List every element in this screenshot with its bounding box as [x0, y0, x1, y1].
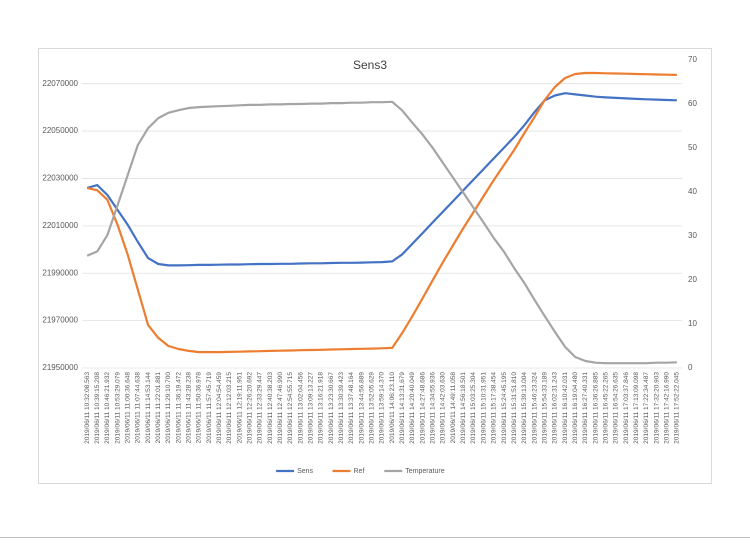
x-tick-label: 2019/06/11 11:50:36.978	[196, 372, 203, 444]
x-tick-label: 2019/06/11 12:47:46.990	[277, 372, 284, 444]
x-tick-label: 2019/06/11 13:02:04.456	[297, 372, 304, 444]
x-tick-label: 2019/06/11 11:07:44.638	[135, 372, 142, 444]
x-tick-label: 2019/06/11 12:26:20.692	[247, 372, 254, 444]
x-tick-label: 2019/06/11 14:34:55.936	[430, 372, 437, 444]
x-tick-label: 2019/06/11 15:24:45.195	[501, 372, 508, 444]
legend-label: Temperature	[405, 468, 444, 475]
y-tick-label: 22010000	[42, 221, 78, 230]
x-tick-label: 2019/06/11 14:49:11.058	[450, 372, 457, 444]
x-tick-label: 2019/06/11 11:57:45.719	[206, 372, 213, 444]
x-tick-label: 2019/06/11 17:32:20.903	[653, 372, 660, 444]
series-line	[86, 92, 677, 267]
x-tick-label: 2019/06/11 16:02:31.243	[552, 372, 559, 444]
x-tick-label: 2019/06/11 11:36:19.472	[175, 372, 182, 444]
x-tick-label: 2019/06/11 15:03:25.304	[470, 372, 477, 444]
series-line	[86, 71, 677, 354]
y-tick-label: 21950000	[42, 363, 78, 372]
x-tick-label: 2019/06/11 15:46:23.324	[531, 372, 538, 444]
x-tick-label: 2019/06/11 10:53:29.079	[114, 372, 121, 444]
x-tick-label: 2019/06/11 16:19:04.480	[572, 372, 579, 444]
x-tick-label: 2019/06/11 11:22:01.881	[155, 372, 162, 444]
x-tick-label: 2019/06/11 14:27:48.686	[419, 372, 426, 444]
x-tick-label: 2019/06/11 16:27:40.331	[582, 372, 589, 444]
x-tick-label: 2019/06/11 14:20:40.049	[409, 372, 416, 444]
y2-tick-label: 30	[688, 231, 697, 240]
x-tick-label: 2019/06/11 17:22:34.487	[643, 372, 650, 444]
x-tick-label: 2019/06/11 13:59:14.370	[379, 372, 386, 444]
x-tick-label: 2019/06/11 14:06:23.110	[389, 372, 396, 444]
x-tick-label: 2019/06/11 10:32:08.563	[84, 372, 91, 444]
x-tick-label: 2019/06/11 15:10:31.951	[480, 372, 487, 444]
x-tick-label: 2019/06/11 17:52:22.045	[674, 372, 681, 444]
y2-tick-label: 0	[688, 363, 693, 372]
y2-tick-label: 70	[688, 55, 697, 64]
x-tick-label: 2019/06/11 11:43:28.238	[185, 372, 192, 444]
y-tick-label: 22070000	[42, 79, 78, 88]
x-tick-label: 2019/06/11 12:40:38.203	[267, 372, 274, 444]
x-tick-label: 2019/06/11 13:52:05.629	[369, 372, 376, 444]
y2-tick-label: 20	[688, 275, 697, 284]
x-tick-label: 2019/06/11 15:39:13.004	[521, 372, 528, 444]
x-tick-label: 2019/06/11 15:54:33.189	[541, 372, 548, 444]
y-tick-label: 22030000	[42, 174, 78, 183]
x-tick-label: 2019/06/11 16:45:22.265	[602, 372, 609, 444]
y2-tick-label: 50	[688, 143, 697, 152]
x-tick-label: 2019/06/11 16:10:42.031	[562, 372, 569, 444]
y-tick-label: 22050000	[42, 126, 78, 135]
x-tick-label: 2019/06/11 12:54:55.715	[287, 372, 294, 444]
x-tick-label: 2019/06/11 15:17:38.454	[491, 372, 498, 444]
y2-tick-label: 40	[688, 187, 697, 196]
x-tick-label: 2019/06/11 17:13:09.098	[633, 372, 640, 444]
x-tick-label: 2019/06/11 11:14:53.144	[145, 372, 152, 444]
x-tick-label: 2019/06/11 14:13:31.679	[399, 372, 406, 444]
x-tick-label: 2019/06/11 13:23:30.667	[328, 372, 335, 444]
x-tick-label: 2019/06/11 12:12:03.215	[226, 372, 233, 444]
x-tick-label: 2019/06/11 14:56:18.501	[460, 372, 467, 444]
x-tick-label: 2019/06/11 16:54:26.635	[613, 372, 620, 444]
y2-tick-label: 10	[688, 319, 697, 328]
legend-label: Sens	[297, 468, 313, 475]
y-tick-label: 21970000	[42, 316, 78, 325]
x-tick-label: 2019/06/11 13:30:39.423	[338, 372, 345, 444]
x-tick-label: 2019/06/11 11:00:36.648	[124, 372, 131, 444]
x-tick-label: 2019/06/11 12:19:11.951	[236, 372, 243, 444]
legend-label: Ref	[354, 468, 365, 475]
x-tick-label: 2019/06/11 15:31:51.810	[511, 372, 518, 444]
x-tick-label: 2019/06/11 13:09:13.227	[308, 372, 315, 444]
chart-title: Sens3	[353, 58, 387, 72]
x-tick-label: 2019/06/11 10:39:15.208	[94, 372, 101, 444]
x-tick-label: 2019/06/11 17:03:37.846	[623, 372, 630, 444]
y-tick-label: 21990000	[42, 268, 78, 277]
x-tick-label: 2019/06/11 16:36:26.885	[592, 372, 599, 444]
x-tick-label: 2019/06/11 11:29:10.700	[165, 372, 172, 444]
chart-area	[38, 48, 712, 484]
x-tick-label: 2019/06/11 14:42:03.630	[440, 372, 447, 444]
x-tick-label: 2019/06/11 13:44:56.889	[358, 372, 365, 444]
series-line	[86, 100, 677, 365]
x-tick-label: 2019/06/11 12:04:54.459	[216, 372, 223, 444]
x-tick-label: 2019/06/11 17:42:16.990	[663, 372, 670, 444]
x-tick-label: 2019/06/11 13:16:21.918	[318, 372, 325, 444]
y2-tick-label: 60	[688, 99, 697, 108]
x-tick-label: 2019/06/11 10:46:21.932	[104, 372, 111, 444]
x-tick-label: 2019/06/11 12:33:29.447	[257, 372, 264, 444]
x-tick-label: 2019/06/11 13:37:48.164	[348, 372, 355, 444]
